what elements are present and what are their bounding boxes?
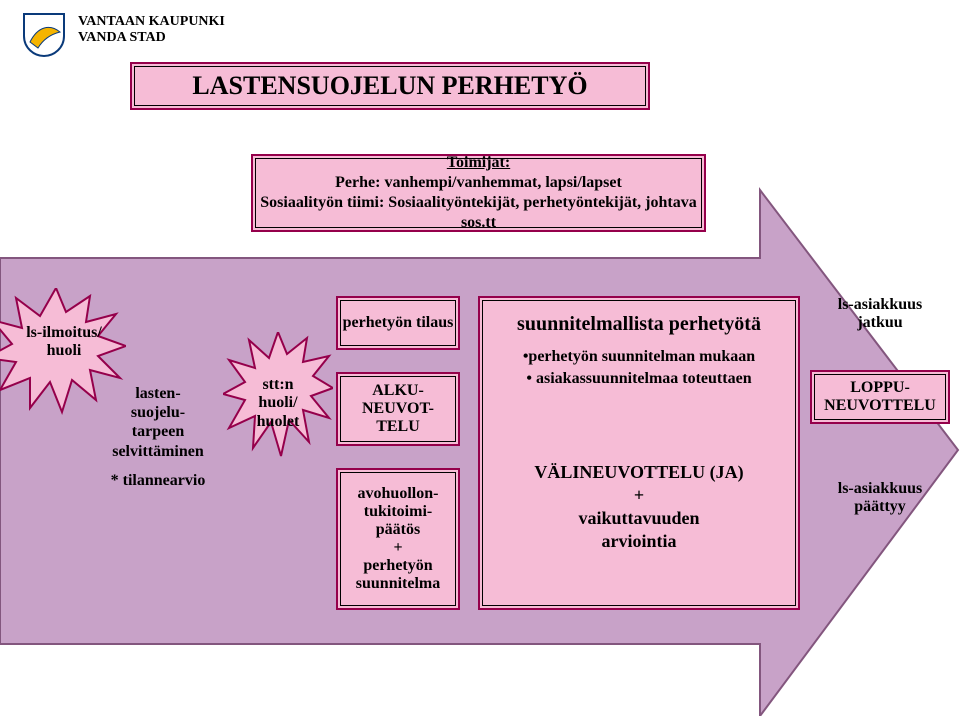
- box-suunnitelmallista: suunnitelmallista perhetyötä •perhetyön …: [478, 296, 800, 610]
- valineuvottelu: VÄLINEUVOTTELU (JA): [534, 462, 743, 483]
- actors-label: Toimijat:: [447, 154, 510, 171]
- box-perhetyon-tilaus: perhetyön tilaus: [336, 296, 460, 350]
- selection-block: lasten- suojelu- tarpeen selvittäminen *…: [94, 384, 222, 490]
- actors-box: Toimijat: Perhe: vanhempi/vanhemmat, lap…: [251, 154, 706, 232]
- big-head: suunnitelmallista perhetyötä: [517, 313, 761, 336]
- actors-line1: Perhe: vanhempi/vanhemmat, lapsi/lapset: [335, 173, 622, 193]
- box-alkuneuvottelu: ALKU- NEUVOT- TELU: [336, 372, 460, 446]
- org-line1: VANTAAN KAUPUNKI: [78, 14, 225, 30]
- org-header: VANTAAN KAUPUNKI VANDA STAD: [78, 14, 225, 46]
- box-avohuollon: avohuollon- tukitoimi- päätös + perhetyö…: [336, 468, 460, 610]
- box-loppuneuvottelu: LOPPU- NEUVOTTELU: [810, 370, 950, 424]
- burst1-label: ls-ilmoitus/ huoli: [14, 324, 114, 361]
- slide-title: LASTENSUOJELUN PERHETYÖ: [130, 62, 650, 110]
- org-line2: VANDA STAD: [78, 30, 225, 46]
- burst2-label: stt:n huoli/ huolet: [249, 376, 307, 431]
- city-logo: [20, 12, 68, 58]
- right-jatkuu: ls-asiakkuus jatkuu: [810, 296, 950, 332]
- actors-line2: Sosiaalityön tiimi: Sosiaalityöntekijät,…: [256, 193, 701, 233]
- right-paattyy: ls-asiakkuus päättyy: [810, 480, 950, 516]
- slide-title-text: LASTENSUOJELUN PERHETYÖ: [192, 71, 587, 101]
